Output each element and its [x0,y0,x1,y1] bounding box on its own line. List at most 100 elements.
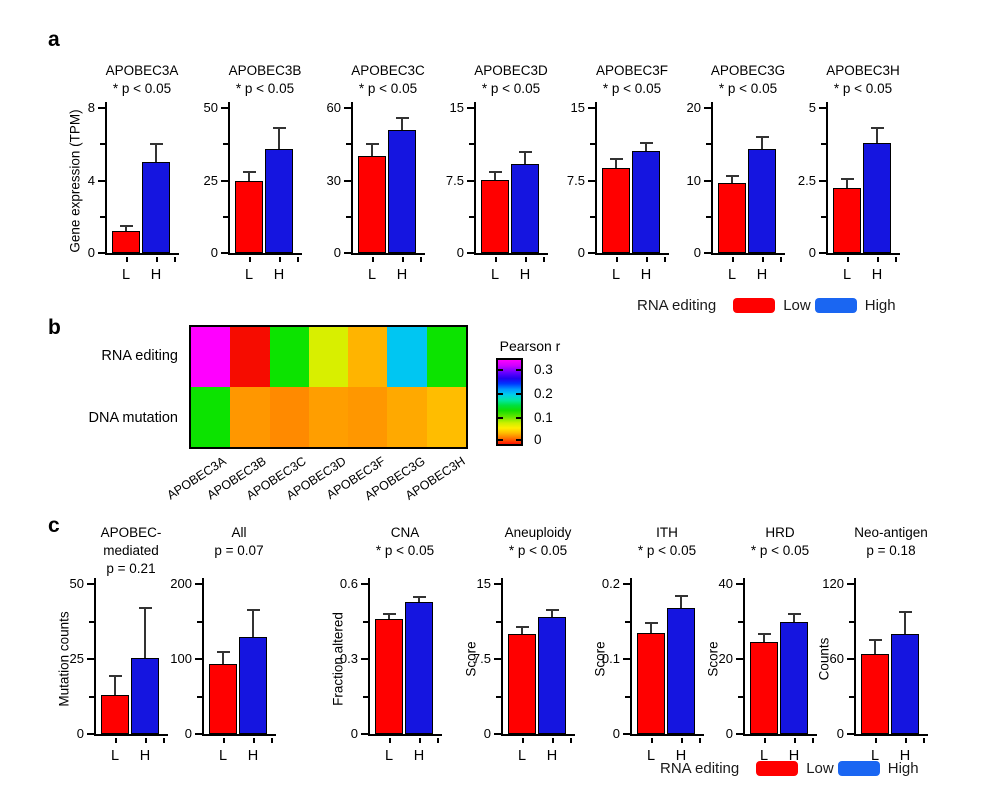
plot-area: 0 0.1 0.2 L H [602,576,704,764]
error-bar-cap [726,175,739,178]
y-tick [494,733,501,735]
legend-title: RNA editing [637,297,717,314]
x-category-label: H [247,748,259,764]
x-category-label: L [611,267,621,283]
bar-low [718,183,746,253]
y-tick [623,733,630,735]
error-bar-cap [758,632,771,635]
chart-significance: * p < 0.05 [750,543,810,558]
rna-editing-legend-top: RNA editing Low High [637,297,896,314]
chart-title-line: Aneuploidy [504,525,572,540]
y-tick [494,658,501,660]
y-tick-minor [197,620,202,623]
legend-high-swatch [837,761,880,776]
y-axis-line [351,102,353,255]
x-tick [271,738,273,743]
y-tick-minor [223,143,228,146]
y-axis-line [368,578,370,736]
y-tick-minor [346,143,351,146]
y-tick-label: 0 [210,245,218,260]
y-tick [361,658,368,660]
bar-high [511,164,539,253]
x-category-label: L [367,267,377,283]
x-tick [420,257,422,262]
x-tick [616,257,618,262]
x-tick [402,257,404,262]
x-category-label: L [727,267,737,283]
x-tick [764,738,766,743]
y-axis-line [854,578,856,736]
y-tick-minor [346,215,351,218]
y-tick [704,179,711,182]
y-tick-label: 15 [476,576,491,591]
y-tick-label: 0 [612,726,620,741]
colorbar-tick-label: 0.2 [534,385,553,401]
chart-title: APOBEC3D * p < 0.05 [441,62,581,98]
bar-low [209,664,237,734]
y-tick-minor [625,620,630,623]
error-bar-cap [243,170,256,173]
y-tick [344,179,351,182]
chart-title: APOBEC3F * p < 0.05 [562,62,702,98]
heatmap-cell-dna-apobec3d [308,387,349,447]
legend-high-label: High [864,297,896,314]
y-tick-label: 0 [87,245,95,260]
chart-title-line: ITH [656,525,678,540]
x-tick [163,738,165,743]
y-tick-label: 0 [350,726,358,741]
y-tick [494,583,501,585]
x-tick [156,257,158,262]
error-bar-cap [788,613,801,615]
error-bar-line [551,610,553,621]
chart-title: All p = 0.07 [169,524,309,560]
y-tick-minor [363,620,368,623]
chart-title-line: HRD [765,525,795,540]
y-tick [195,733,202,735]
y-tick [98,179,105,182]
x-tick [847,257,849,262]
bar-high [239,637,267,734]
heatmap-cell-dna-apobec3g [387,387,427,447]
y-tick-label: 7.5 [566,172,585,188]
x-category-label: L [517,748,527,764]
error-bar-cap [516,626,529,628]
y-tick-minor [469,215,474,218]
x-category-label: L [870,748,880,764]
chart-title-line: APOBEC3H [826,63,900,78]
y-tick-label: 50 [69,576,84,591]
x-category-label: L [842,267,852,283]
y-tick-label: 7.5 [445,172,464,188]
y-tick [361,733,368,735]
x-axis-line [228,253,302,255]
y-tick [361,583,368,585]
error-bar-line [874,640,876,658]
bar-high [131,657,159,734]
bar-high [538,617,566,734]
colorbar-tick [516,439,521,442]
x-tick [895,257,897,262]
x-category-label: H [899,748,911,764]
plot-area: 0 0.3 0.6 L H [340,576,442,764]
x-category-label: L [121,267,131,283]
heatmap-cell-dna-apobec3h [426,387,466,447]
legend-title: RNA editing [660,760,740,777]
y-tick [847,583,854,585]
y-axis-line [711,102,713,255]
plot-area: 0 60 120 L H [822,576,928,764]
rna-editing-legend-bottom: RNA editing Low High [660,760,919,777]
heatmap-cell-rna-apobec3d [308,327,349,387]
x-category-label: H [756,267,768,283]
bar-low [481,179,509,253]
x-tick [145,738,147,743]
chart-significance: * p < 0.05 [637,543,697,558]
x-category-label: H [788,748,800,764]
bar-low [861,654,889,734]
y-tick-label: 25 [69,651,84,666]
plot-area: 0 20 40 L H [719,576,817,764]
y-tick-label: 0 [725,726,733,741]
error-bar-cap [675,595,688,597]
bar-high [405,601,433,734]
chart-significance: p = 0.18 [866,543,916,558]
y-tick [819,107,826,109]
